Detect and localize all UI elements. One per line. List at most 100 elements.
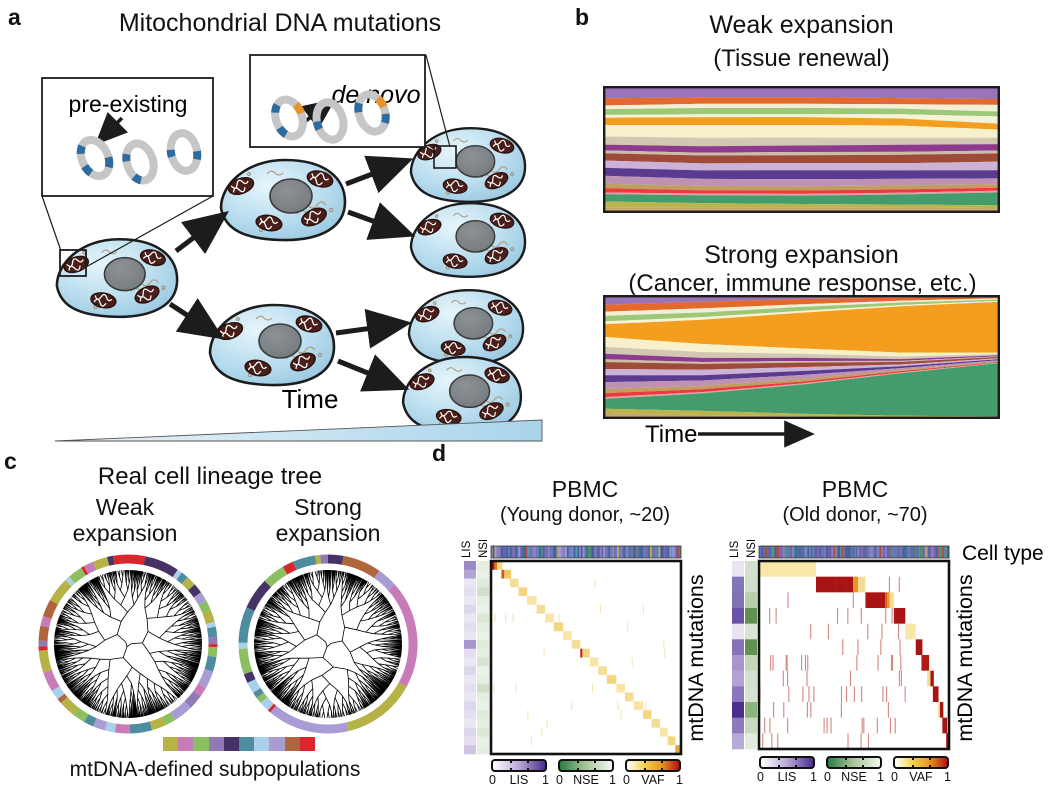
colorbar-gradient xyxy=(826,756,882,769)
subpopulation-ring-segment xyxy=(388,584,418,687)
colorbar-nse: 0 NSE 1 xyxy=(556,759,616,788)
subpopulation-ring-segment xyxy=(246,580,272,612)
colorbar-min: 0 xyxy=(824,770,831,784)
old-donor-title: PBMC xyxy=(821,476,889,502)
colorbar-tick xyxy=(795,757,798,760)
colorbar-tick xyxy=(912,757,915,760)
colorbar-tick xyxy=(778,757,781,760)
time-gradient-triangle xyxy=(54,419,543,442)
muller-band xyxy=(603,296,1000,312)
subpopulation-ring-segment xyxy=(143,556,178,578)
subpopulation-ring-segment xyxy=(202,609,215,625)
colorbar-name: VAF xyxy=(641,773,665,787)
colorbar-lis: 0 LIS 1 xyxy=(757,756,817,785)
subpopulation-ring-segment xyxy=(184,691,201,708)
granddaughter-cell-3 xyxy=(409,290,523,364)
subpopulation-ring-segment xyxy=(43,669,60,691)
muller-band xyxy=(603,150,1000,156)
colorbar-tick xyxy=(929,757,932,760)
colorbar-tick xyxy=(845,757,848,760)
lis-nse-annotation-columns xyxy=(732,561,757,750)
subpopulation-ring-segment xyxy=(256,692,268,703)
de-novo-mtdna-rings xyxy=(271,90,390,144)
subpopulation-ring-segment xyxy=(341,555,380,579)
muller-band xyxy=(603,136,1000,147)
muller-band xyxy=(603,201,1000,209)
old-donor-heatmap: LIS NSE Cell type mtDNA mutations xyxy=(729,540,1044,751)
colorbar-max: 1 xyxy=(542,773,549,787)
colorbar-min: 0 xyxy=(489,773,496,787)
subpopulation-ring-segment xyxy=(198,600,211,614)
muller-band xyxy=(603,300,1000,325)
subpopulation-ring-segment xyxy=(38,625,50,642)
colorbar-labels: 0 VAF 1 xyxy=(891,770,951,785)
muller-band xyxy=(603,336,1000,357)
colorbar-name: LIS xyxy=(509,773,529,787)
legend-color-swatch xyxy=(223,737,239,751)
legend-color-swatch xyxy=(208,737,224,751)
mtdna-ring xyxy=(271,95,307,141)
muller-band xyxy=(603,356,1000,364)
subpopulation-ring-segment xyxy=(65,576,76,587)
mtdna-mutations-axis-old: mtDNA mutations xyxy=(953,574,977,741)
colorbar-tick xyxy=(510,768,513,771)
muller-band xyxy=(603,363,1000,417)
legend-color-swatch xyxy=(238,737,255,751)
granddaughter-cell-1 xyxy=(411,128,525,202)
young-colorbars: 0 LIS 1 0 NSE 1 0 VAF 1 xyxy=(489,759,683,788)
radial-dendrogram xyxy=(253,569,403,719)
subpopulation-ring-segment xyxy=(181,577,195,591)
panel-b-time-axis: Time xyxy=(645,420,815,448)
lis-nse-annotation-columns xyxy=(464,561,489,755)
colorbar-tick xyxy=(510,760,513,763)
colorbar-lis: 0 LIS 1 xyxy=(489,759,549,788)
weak-tree-label: Weak expansion xyxy=(35,494,215,546)
zoom-connectors xyxy=(41,54,457,277)
subpopulation-ring-segment xyxy=(127,554,146,566)
subpopulation-ring-segment xyxy=(264,566,288,588)
subpopulation-ring-segment xyxy=(267,703,277,713)
weak-tree-label-line2: expansion xyxy=(72,520,178,546)
subpopulation-color-legend xyxy=(163,737,315,751)
colorbar-labels: 0 NSE 1 xyxy=(556,773,616,788)
colorbar-tick xyxy=(594,768,597,771)
subpopulation-ring-segment xyxy=(327,554,344,565)
subpopulation-ring-segment xyxy=(57,693,68,704)
colorbar-name: NSE xyxy=(841,770,867,784)
colorbar-tick xyxy=(862,757,865,760)
subpopulation-ring-segment xyxy=(84,714,97,727)
colorbar-vaf: 0 VAF 1 xyxy=(623,759,683,788)
subpopulation-ring-segment xyxy=(83,561,97,575)
colorbar-min: 0 xyxy=(891,770,898,784)
subpopulation-ring-segment xyxy=(247,678,261,693)
muller-band xyxy=(603,103,1000,112)
muller-band xyxy=(603,190,1000,196)
subpopulation-ring-segment xyxy=(114,723,130,734)
subpopulation-ring-segment xyxy=(176,572,188,585)
strong-tree-label-line1: Strong xyxy=(294,494,362,520)
colorbar-labels: 0 NSE 1 xyxy=(824,770,884,785)
weak-expansion-title: Weak expansion xyxy=(709,11,894,39)
subpopulation-ring-segment xyxy=(50,580,72,605)
colorbar-labels: 0 VAF 1 xyxy=(623,773,683,788)
muller-band xyxy=(603,361,1000,398)
subpopulation-ring-segment xyxy=(107,555,115,566)
subpopulation-ring-segment xyxy=(270,705,349,734)
muller-band xyxy=(603,153,1000,164)
mtdna-ring xyxy=(354,90,390,136)
muller-band xyxy=(603,346,1000,360)
panel-label-d: d xyxy=(432,440,447,466)
colorbar-gradient xyxy=(625,759,681,772)
colorbar-min: 0 xyxy=(556,773,563,787)
legend-color-swatch xyxy=(178,737,194,751)
muller-band xyxy=(603,299,1000,322)
subpopulation-ring-segment xyxy=(205,621,216,629)
strong-expansion-title: Strong expansion xyxy=(704,241,899,269)
legend-color-swatch xyxy=(254,737,270,751)
subpopulation-ring-segment xyxy=(43,599,58,619)
muller-band xyxy=(603,362,1000,399)
subpopulation-ring-segment xyxy=(207,646,218,658)
panel-b-time-label: Time xyxy=(645,421,697,448)
muller-band xyxy=(603,144,1000,153)
